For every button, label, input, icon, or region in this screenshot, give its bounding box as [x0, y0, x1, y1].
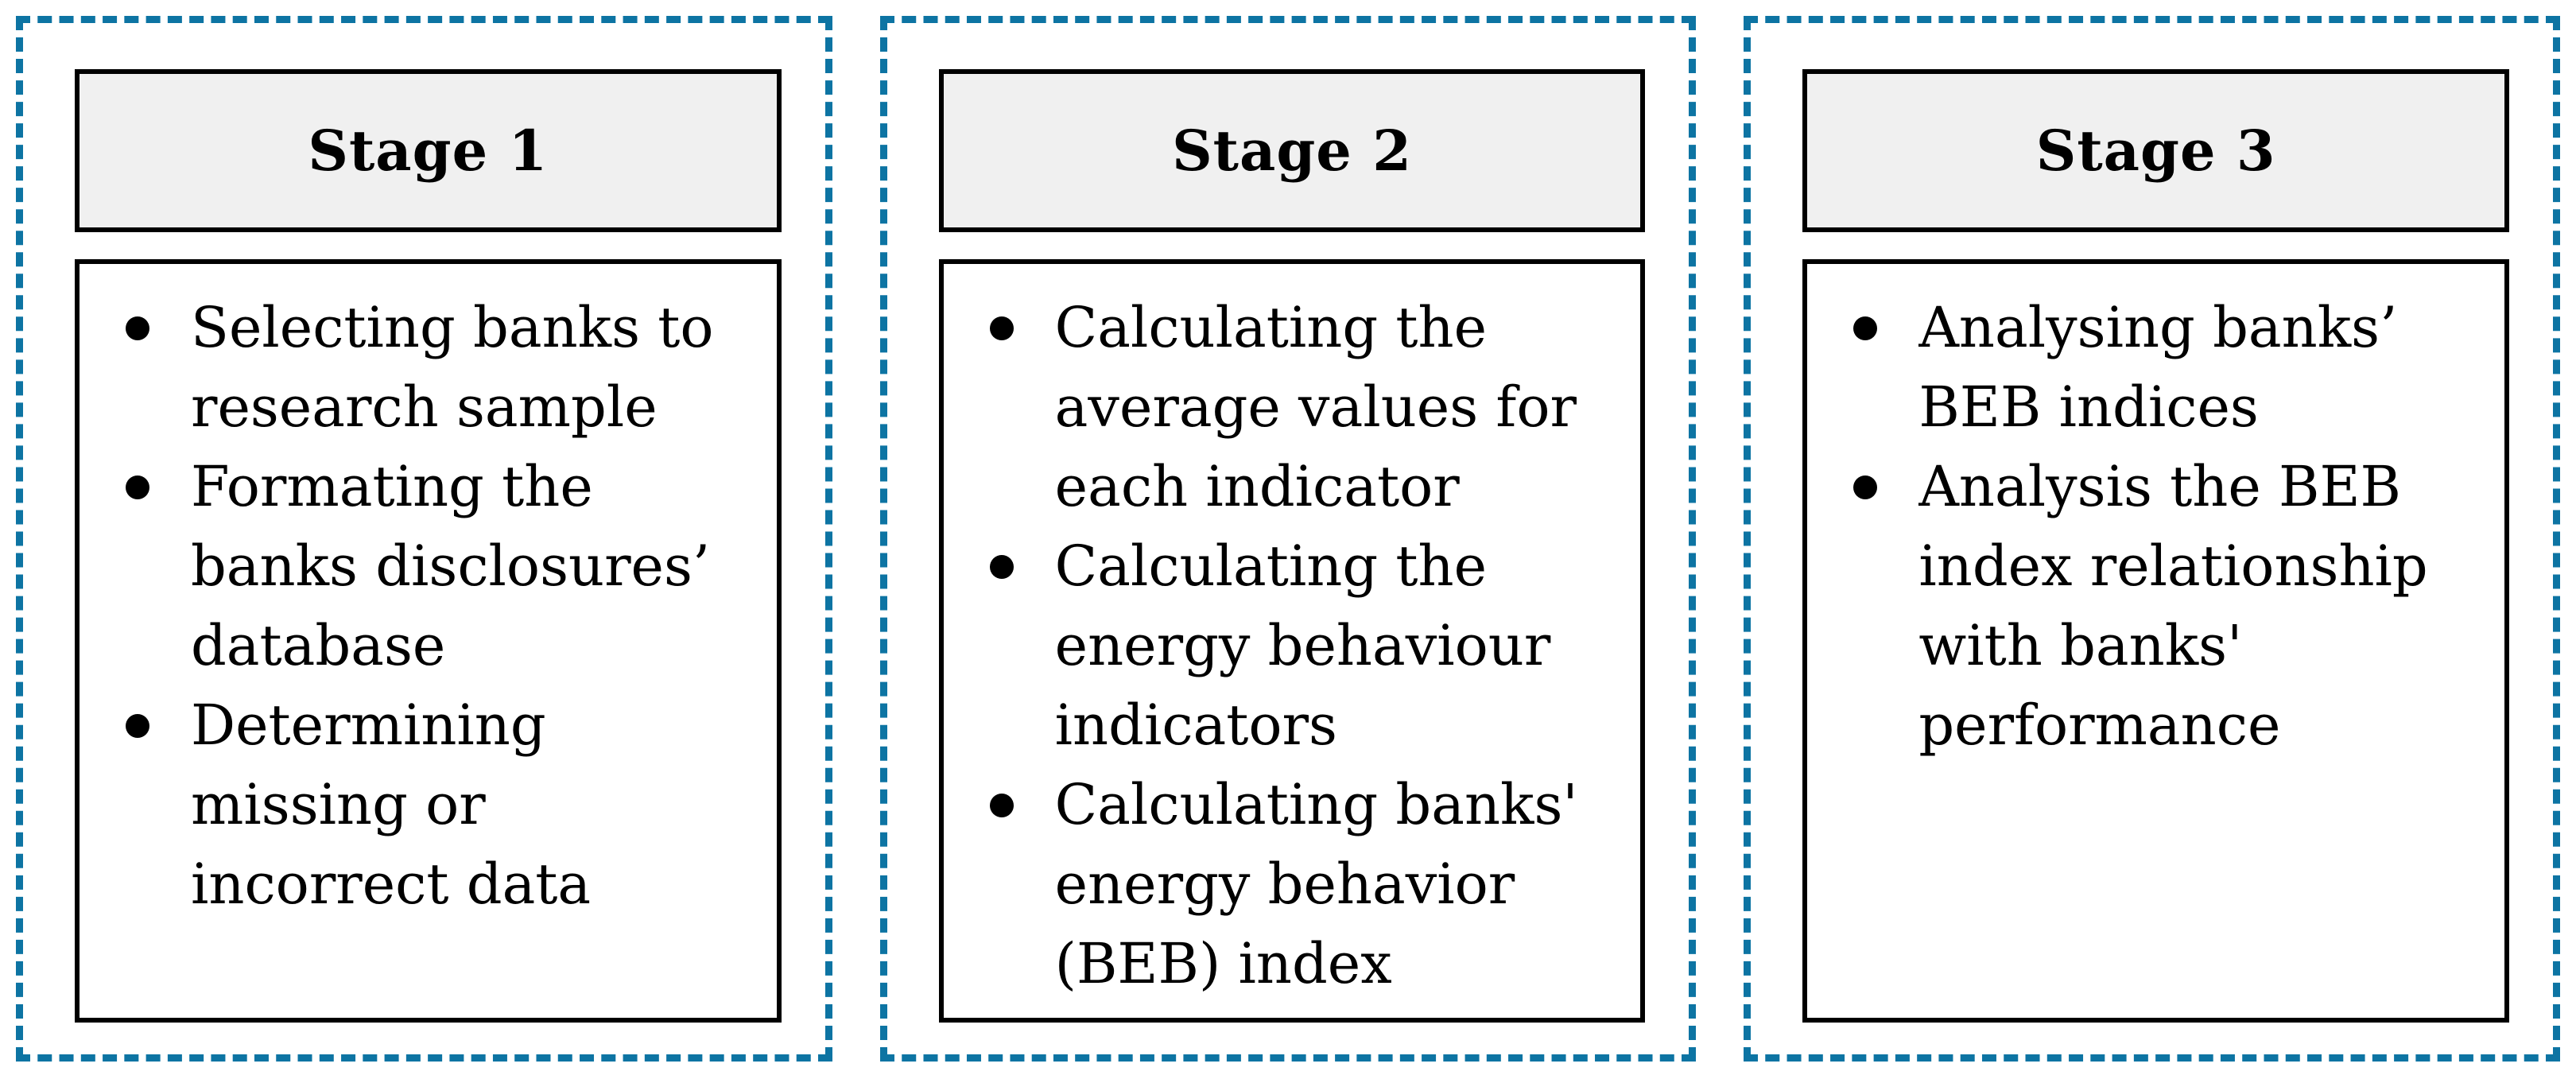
stage-1-bullet-list: Selecting banks to research sample Forma… [80, 288, 777, 924]
list-item-text: Determining missing or incorrect data [191, 693, 592, 917]
list-item: Selecting banks to research sample [80, 288, 777, 447]
bullet-icon [1853, 475, 1878, 499]
stage-2-title: Stage 2 [1172, 118, 1412, 184]
list-item: Formating the banks disclosures’ databas… [80, 447, 777, 685]
stage-1-content-box: Selecting banks to research sample Forma… [75, 259, 782, 1023]
list-item-text: Calculating the energy behaviour indicat… [1054, 534, 1551, 758]
stage-3-panel: Stage 3 Analysing banks’ BEB indices Ana… [1744, 16, 2561, 1062]
list-item: Analysing banks’ BEB indices [1807, 288, 2504, 447]
stage-1-panel: Stage 1 Selecting banks to research samp… [16, 16, 832, 1062]
bullet-icon [1853, 316, 1878, 340]
bullet-icon [989, 555, 1014, 579]
stage-3-bullet-list: Analysing banks’ BEB indices Analysis th… [1807, 288, 2504, 765]
stage-2-header: Stage 2 [938, 69, 1646, 232]
list-item-text: Formating the banks disclosures’ databas… [191, 454, 711, 678]
list-item: Calculating banks' energy behavior (BEB)… [944, 765, 1641, 1003]
list-item-text: Analysis the BEB index relationship with… [1918, 454, 2428, 758]
list-item-text: Calculating the average values for each … [1054, 295, 1577, 519]
list-item-text: Analysing banks’ BEB indices [1918, 295, 2398, 440]
bullet-icon [989, 316, 1014, 340]
stage-2-bullet-list: Calculating the average values for each … [944, 288, 1641, 1003]
stage-3-header: Stage 3 [1802, 69, 2510, 232]
stage-3-content-box: Analysing banks’ BEB indices Analysis th… [1802, 259, 2510, 1023]
list-item-text: Selecting banks to research sample [191, 295, 714, 440]
list-item: Calculating the average values for each … [944, 288, 1641, 526]
stage-2-content-box: Calculating the average values for each … [938, 259, 1646, 1023]
stage-1-header: Stage 1 [75, 69, 782, 232]
stage-3-title: Stage 3 [2035, 118, 2276, 184]
list-item: Analysis the BEB index relationship with… [1807, 447, 2504, 765]
stage-2-panel: Stage 2 Calculating the average values f… [879, 16, 1697, 1062]
list-item-text: Calculating banks' energy behavior (BEB)… [1054, 772, 1578, 996]
bullet-icon [126, 714, 149, 738]
bullet-icon [126, 316, 149, 340]
list-item: Calculating the energy behaviour indicat… [944, 526, 1641, 765]
bullet-icon [126, 475, 149, 499]
stage-1-title: Stage 1 [308, 118, 549, 184]
list-item: Determining missing or incorrect data [80, 685, 777, 924]
bullet-icon [989, 794, 1014, 817]
